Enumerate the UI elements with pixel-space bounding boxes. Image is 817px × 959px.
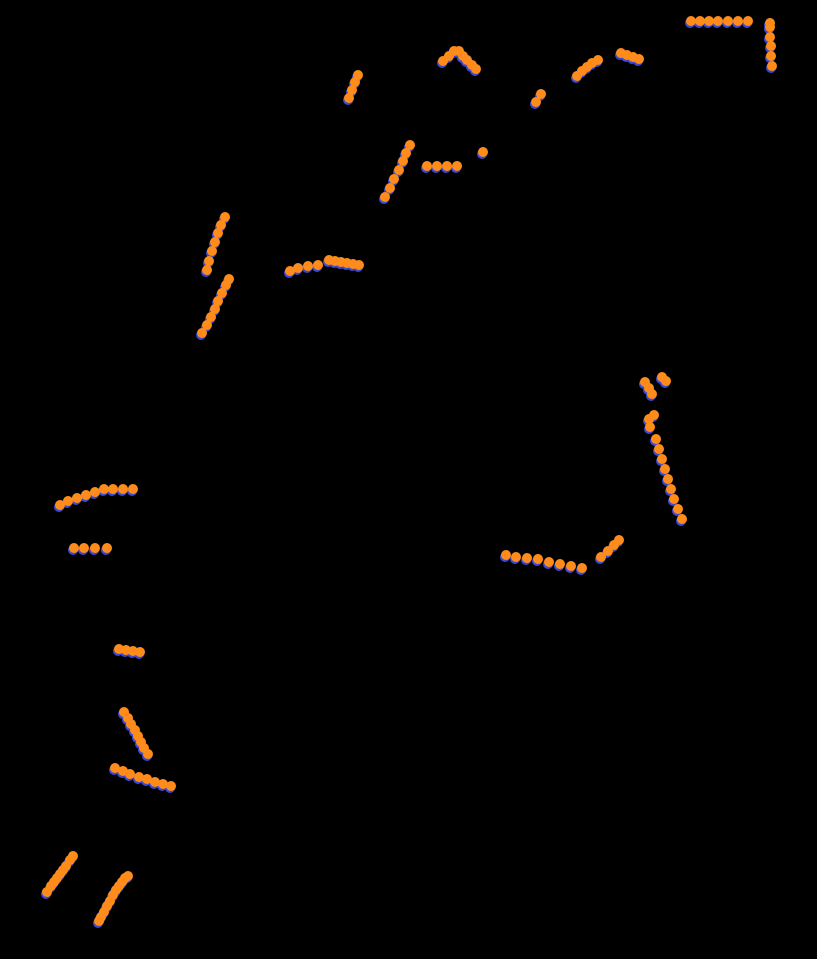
scatter-point-series-b xyxy=(577,563,587,573)
scatter-point-series-b xyxy=(303,261,313,271)
scatter-point-series-b xyxy=(536,89,546,99)
scatter-point-series-b xyxy=(394,165,404,175)
scatter-point-series-b xyxy=(634,54,644,64)
scatter-point-series-b xyxy=(766,41,776,51)
scatter-point-series-b xyxy=(666,484,676,494)
scatter-point-series-b xyxy=(647,389,657,399)
scatter-point-series-b xyxy=(555,559,565,569)
scatter-point-series-b xyxy=(405,140,415,150)
scatter-point-series-b xyxy=(90,543,100,553)
scatter-point-series-b xyxy=(566,561,576,571)
scatter-point-series-b xyxy=(501,550,511,560)
scatter-point-series-b xyxy=(522,553,532,563)
scatter-point-series-b xyxy=(69,543,79,553)
scatter-point-series-b xyxy=(166,781,176,791)
scatter-point-series-b xyxy=(224,274,234,284)
scatter-point-series-b xyxy=(765,18,775,28)
scatter-point-series-b xyxy=(593,55,603,65)
scatter-point-series-b xyxy=(128,484,138,494)
scatter-point-series-b xyxy=(102,543,112,553)
scatter-point-series-b xyxy=(673,504,683,514)
scatter-point-series-b xyxy=(654,444,664,454)
scatter-point-series-b xyxy=(533,554,543,564)
scatter-point-series-b xyxy=(202,265,212,275)
scatter-point-series-b xyxy=(432,161,442,171)
scatter-point-series-b xyxy=(123,871,133,881)
scatter-point-series-b xyxy=(544,557,554,567)
scatter-point-series-b xyxy=(743,16,753,26)
scatter-point-series-b xyxy=(669,494,679,504)
scatter-chart xyxy=(0,0,817,959)
scatter-point-series-b xyxy=(649,410,659,420)
scatter-point-series-b xyxy=(220,212,230,222)
scatter-point-series-b xyxy=(68,851,78,861)
scatter-point-series-b xyxy=(293,263,303,273)
scatter-point-series-b xyxy=(766,51,776,61)
scatter-point-series-b xyxy=(108,484,118,494)
scatter-point-series-b xyxy=(210,237,220,247)
scatter-point-series-b xyxy=(713,16,723,26)
scatter-point-series-b xyxy=(422,161,432,171)
scatter-point-series-b xyxy=(723,16,733,26)
scatter-point-series-b xyxy=(614,535,624,545)
scatter-point-series-b xyxy=(353,70,363,80)
scatter-point-series-b xyxy=(657,454,667,464)
scatter-point-series-b xyxy=(380,192,390,202)
scatter-point-series-b xyxy=(471,64,481,74)
scatter-point-series-b xyxy=(767,61,777,71)
scatter-point-series-b xyxy=(651,434,661,444)
scatter-point-series-b xyxy=(733,16,743,26)
scatter-point-series-b xyxy=(661,376,671,386)
scatter-point-series-b xyxy=(660,464,670,474)
scatter-point-series-b xyxy=(354,260,364,270)
scatter-point-series-b xyxy=(389,174,399,184)
scatter-point-series-b xyxy=(645,422,655,432)
scatter-point-series-b xyxy=(511,552,521,562)
scatter-point-series-b xyxy=(204,256,214,266)
scatter-point-series-b xyxy=(143,749,153,759)
scatter-point-series-b xyxy=(677,514,687,524)
scatter-point-series-b xyxy=(135,647,145,657)
scatter-point-series-b xyxy=(313,260,323,270)
scatter-point-series-b xyxy=(442,161,452,171)
scatter-point-series-b xyxy=(79,543,89,553)
scatter-point-series-b xyxy=(452,161,462,171)
scatter-point-series-b xyxy=(663,474,673,484)
scatter-point-series-b xyxy=(478,147,488,157)
scatter-point-series-b xyxy=(385,183,395,193)
scatter-point-series-b xyxy=(118,484,128,494)
scatter-point-series-b xyxy=(449,46,459,56)
scatter-point-series-b xyxy=(207,246,217,256)
